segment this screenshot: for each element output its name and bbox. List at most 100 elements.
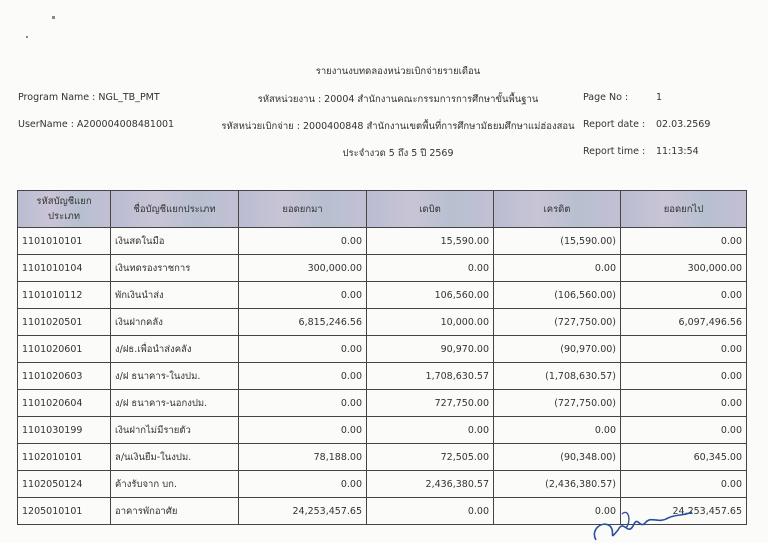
cell-opening-balance: 0.00 xyxy=(238,389,367,417)
table-row: 1101020604 ง/ฝ ธนาคาร-นอกงปม. 0.00 727,750.… xyxy=(17,389,747,417)
cell-account-name: ง/ฝ ธนาคาร-นอกงปม. xyxy=(110,389,239,417)
cell-account-name: เงินทดรองราชการ xyxy=(110,254,239,282)
table-row: 1101030199 เงินฝากไม่มีรายตัว 0.00 0.00 0.00… xyxy=(17,416,747,444)
cell-credit: (106,560.00) xyxy=(493,281,621,309)
table-header-row: รหัสบัญชีแยกประเภท ชื่อบัญชีแยกประเภท ยอ… xyxy=(17,190,747,228)
cell-opening-balance: 78,188.00 xyxy=(238,443,367,471)
report-date-label: Report date : xyxy=(583,119,646,130)
cell-credit: (727,750.00) xyxy=(493,389,621,417)
report-title: รายงานงบทดลองหน่วยเบิกจ่ายรายเดือน xyxy=(315,66,481,77)
page-no-label: Page No : xyxy=(583,92,629,103)
cell-debit: 1,708,630.57 xyxy=(366,362,494,390)
cell-account-code: 1101020603 xyxy=(17,362,111,390)
cell-account-name: ค้างรับจาก บก. xyxy=(110,470,239,498)
agency: รหัสหน่วยงาน : 20004 สำนักงานคณะกรรมการก… xyxy=(257,94,539,105)
user-name: UserName : A20000400848​1001 xyxy=(18,119,175,130)
cell-account-name: เงินฝากไม่มีรายตัว xyxy=(110,416,239,444)
cell-closing-balance: 0.00 xyxy=(620,227,747,255)
cell-account-code: 1101020601 xyxy=(17,335,111,363)
cell-debit: 0.00 xyxy=(366,416,494,444)
header-credit: เครดิต xyxy=(493,190,621,228)
cell-account-name: ล/นเงินยืม-ในงปม. xyxy=(110,443,239,471)
header-account-code: รหัสบัญชีแยกประเภท xyxy=(17,190,111,228)
cell-account-code: 1102050124 xyxy=(17,470,111,498)
cell-account-name: เงินฝากคลัง xyxy=(110,308,239,336)
cell-credit: (2,436,380.57) xyxy=(493,470,621,498)
cell-closing-balance: 300,000.00 xyxy=(620,254,747,282)
cell-account-name: ง/ฝธ.เพื่อนำส่งคลัง xyxy=(110,335,239,363)
cell-debit: 72,505.00 xyxy=(366,443,494,471)
cell-credit: (1,708,630.57) xyxy=(493,362,621,390)
cell-credit: 0.00 xyxy=(493,254,621,282)
cell-closing-balance: 0.00 xyxy=(620,389,747,417)
cell-debit: 727,750.00 xyxy=(366,389,494,417)
cell-account-name: อาคารพักอาศัย xyxy=(110,497,239,525)
cell-opening-balance: 24,253,457.65 xyxy=(238,497,367,525)
cell-opening-balance: 6,815,246.56 xyxy=(238,308,367,336)
disbursing-unit: รหัสหน่วยเบิกจ่าย : 2000400848 สำนักงานเ… xyxy=(221,121,575,132)
cell-closing-balance: 6,097,496.56 xyxy=(620,308,747,336)
cell-debit: 0.00 xyxy=(366,497,494,525)
cell-account-code: 1101010112 xyxy=(17,281,111,309)
cell-account-name: ง/ฝ ธนาคาร-ในงปม. xyxy=(110,362,239,390)
header-account-name: ชื่อบัญชีแยกประเภท xyxy=(110,190,239,228)
page-no: 1 xyxy=(656,92,663,103)
table-row: 1101020603 ง/ฝ ธนาคาร-ในงปม. 0.00 1,708,630… xyxy=(17,362,747,390)
header-closing-balance: ยอดยกไป xyxy=(620,190,747,228)
table-row: 1205010101 อาคารพักอาศัย 24,253,457.65 0.00… xyxy=(17,497,747,525)
cell-opening-balance: 0.00 xyxy=(238,281,367,309)
signature xyxy=(593,511,693,541)
cell-account-code: 1101030199 xyxy=(17,416,111,444)
cell-opening-balance: 0.00 xyxy=(238,362,367,390)
period: ประจำงวด 5 ถึง 5 ปี 2569 xyxy=(342,148,454,159)
table-row: 1102010101 ล/นเงินยืม-ในงปม. 78,188.00 72,5… xyxy=(17,443,747,471)
cell-account-code: 1101020501 xyxy=(17,308,111,336)
cell-account-name: พักเงินนำส่ง xyxy=(110,281,239,309)
table-row: 1101010104 เงินทดรองราชการ 300,000.00 0.00 0… xyxy=(17,254,747,282)
cell-account-code: 1102010101 xyxy=(17,443,111,471)
cell-closing-balance: 24,253,457.65 xyxy=(620,497,747,525)
cell-account-code: 1101010104 xyxy=(17,254,111,282)
cell-debit: 10,000.00 xyxy=(366,308,494,336)
cell-opening-balance: 0.00 xyxy=(238,416,367,444)
report-time-label: Report time : xyxy=(583,146,646,157)
cell-account-code: 1101010101 xyxy=(17,227,111,255)
cell-opening-balance: 0.00 xyxy=(238,227,367,255)
cell-debit: 90,970.00 xyxy=(366,335,494,363)
cell-closing-balance: 0.00 xyxy=(620,362,747,390)
scan-speck xyxy=(26,36,28,38)
report-date: 02.03.2569 xyxy=(656,119,711,130)
cell-closing-balance: 0.00 xyxy=(620,470,747,498)
cell-account-code: 1205010101 xyxy=(17,497,111,525)
cell-credit: (90,348.00) xyxy=(493,443,621,471)
scan-speck xyxy=(52,16,55,19)
table-row: 1101020501 เงินฝากคลัง 6,815,246.56 10,000.… xyxy=(17,308,747,336)
cell-credit: 0.00 xyxy=(493,416,621,444)
cell-opening-balance: 300,000.00 xyxy=(238,254,367,282)
table-row: 1101010112 พักเงินนำส่ง 0.00 106,560.00 (106… xyxy=(17,281,747,309)
cell-opening-balance: 0.00 xyxy=(238,470,367,498)
cell-credit: (15,590.00) xyxy=(493,227,621,255)
program-name: Program Name : NGL_TB_PMT xyxy=(18,92,160,103)
cell-closing-balance: 0.00 xyxy=(620,416,747,444)
header-debit: เดบิต xyxy=(366,190,494,228)
cell-closing-balance: 0.00 xyxy=(620,335,747,363)
report-time: 11:13:54 xyxy=(656,146,699,157)
cell-debit: 15,590.00 xyxy=(366,227,494,255)
cell-opening-balance: 0.00 xyxy=(238,335,367,363)
cell-account-code: 1101020604 xyxy=(17,389,111,417)
table-row: 1101010101 เงินสดในมือ 0.00 15,590.00 (15,59… xyxy=(17,227,747,255)
cell-credit: (90,970.00) xyxy=(493,335,621,363)
trial-balance-table: รหัสบัญชีแยกประเภท ชื่อบัญชีแยกประเภท ยอ… xyxy=(17,190,747,525)
cell-account-name: เงินสดในมือ xyxy=(110,227,239,255)
cell-debit: 2,436,380.57 xyxy=(366,470,494,498)
cell-debit: 0.00 xyxy=(366,254,494,282)
cell-credit: 0.00 xyxy=(493,497,621,525)
table-row: 1102050124 ค้างรับจาก บก. 0.00 2,436,380.57… xyxy=(17,470,747,498)
table-row: 1101020601 ง/ฝธ.เพื่อนำส่งคลัง 0.00 90,970.… xyxy=(17,335,747,363)
cell-closing-balance: 0.00 xyxy=(620,281,747,309)
cell-debit: 106,560.00 xyxy=(366,281,494,309)
cell-credit: (727,750.00) xyxy=(493,308,621,336)
header-opening-balance: ยอดยกมา xyxy=(238,190,367,228)
cell-closing-balance: 60,345.00 xyxy=(620,443,747,471)
